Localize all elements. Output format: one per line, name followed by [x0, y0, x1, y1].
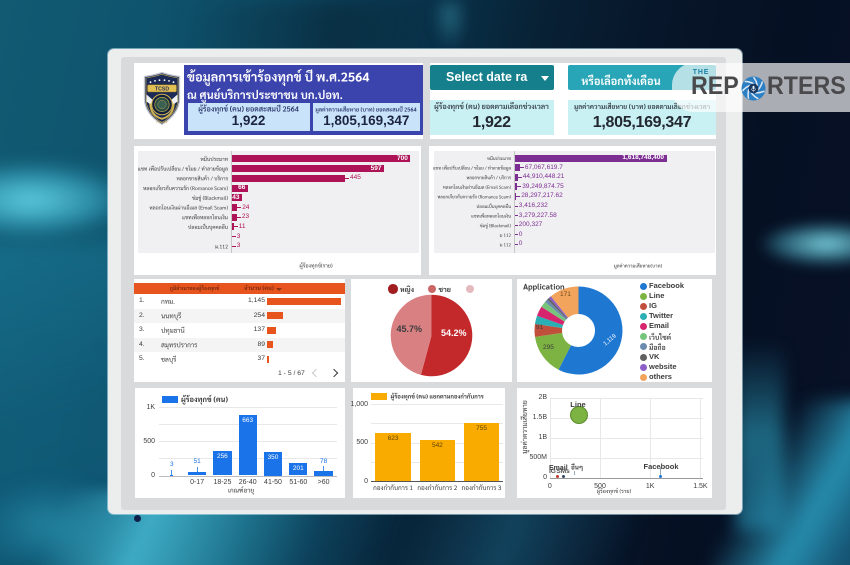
svg-text:TCSD: TCSD — [154, 86, 168, 92]
svg-text:POLICE: POLICE — [156, 119, 167, 123]
